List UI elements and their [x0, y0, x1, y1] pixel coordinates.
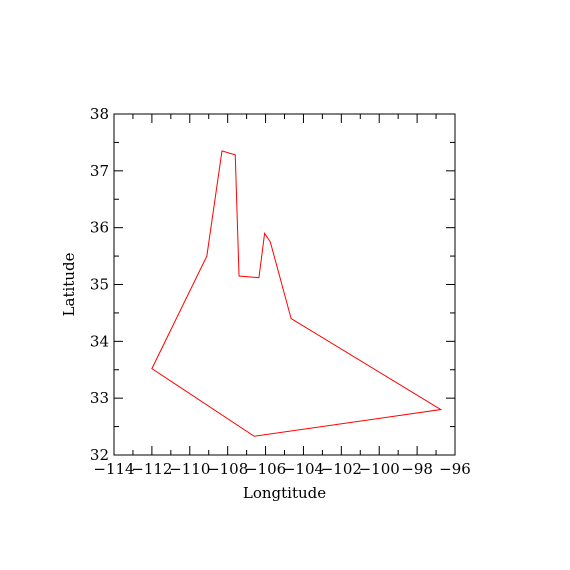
x-tick-label: −104 [283, 460, 324, 478]
plot-frame [113, 113, 456, 456]
series-layer [151, 150, 443, 437]
x-tick-label: −108 [207, 460, 248, 478]
x-tick-label: −110 [169, 460, 210, 478]
x-axis-label: Longtitude [243, 484, 326, 502]
x-tick-label: −96 [439, 460, 471, 478]
x-tick-label: −102 [321, 460, 362, 478]
y-tick-label: 36 [90, 219, 109, 237]
series-line [151, 150, 443, 437]
x-tick-label: −114 [93, 460, 134, 478]
y-tick-label: 35 [90, 276, 109, 294]
y-axis-label: Latitude [60, 252, 78, 316]
x-tick-label: −112 [131, 460, 172, 478]
x-tick-label: −100 [359, 460, 400, 478]
y-tick-label: 32 [90, 446, 109, 464]
y-tick-label: 37 [90, 162, 109, 180]
x-tick-label: −106 [245, 460, 286, 478]
tick-labels: −114−112−110−108−106−104−102−100 −98 −96 32… [90, 105, 471, 478]
y-tick-label: 34 [90, 332, 109, 350]
y-tick-label: 33 [90, 389, 109, 407]
y-tick-label: 38 [90, 105, 109, 123]
axis-ticks [113, 113, 456, 456]
x-tick-label: −98 [401, 460, 433, 478]
